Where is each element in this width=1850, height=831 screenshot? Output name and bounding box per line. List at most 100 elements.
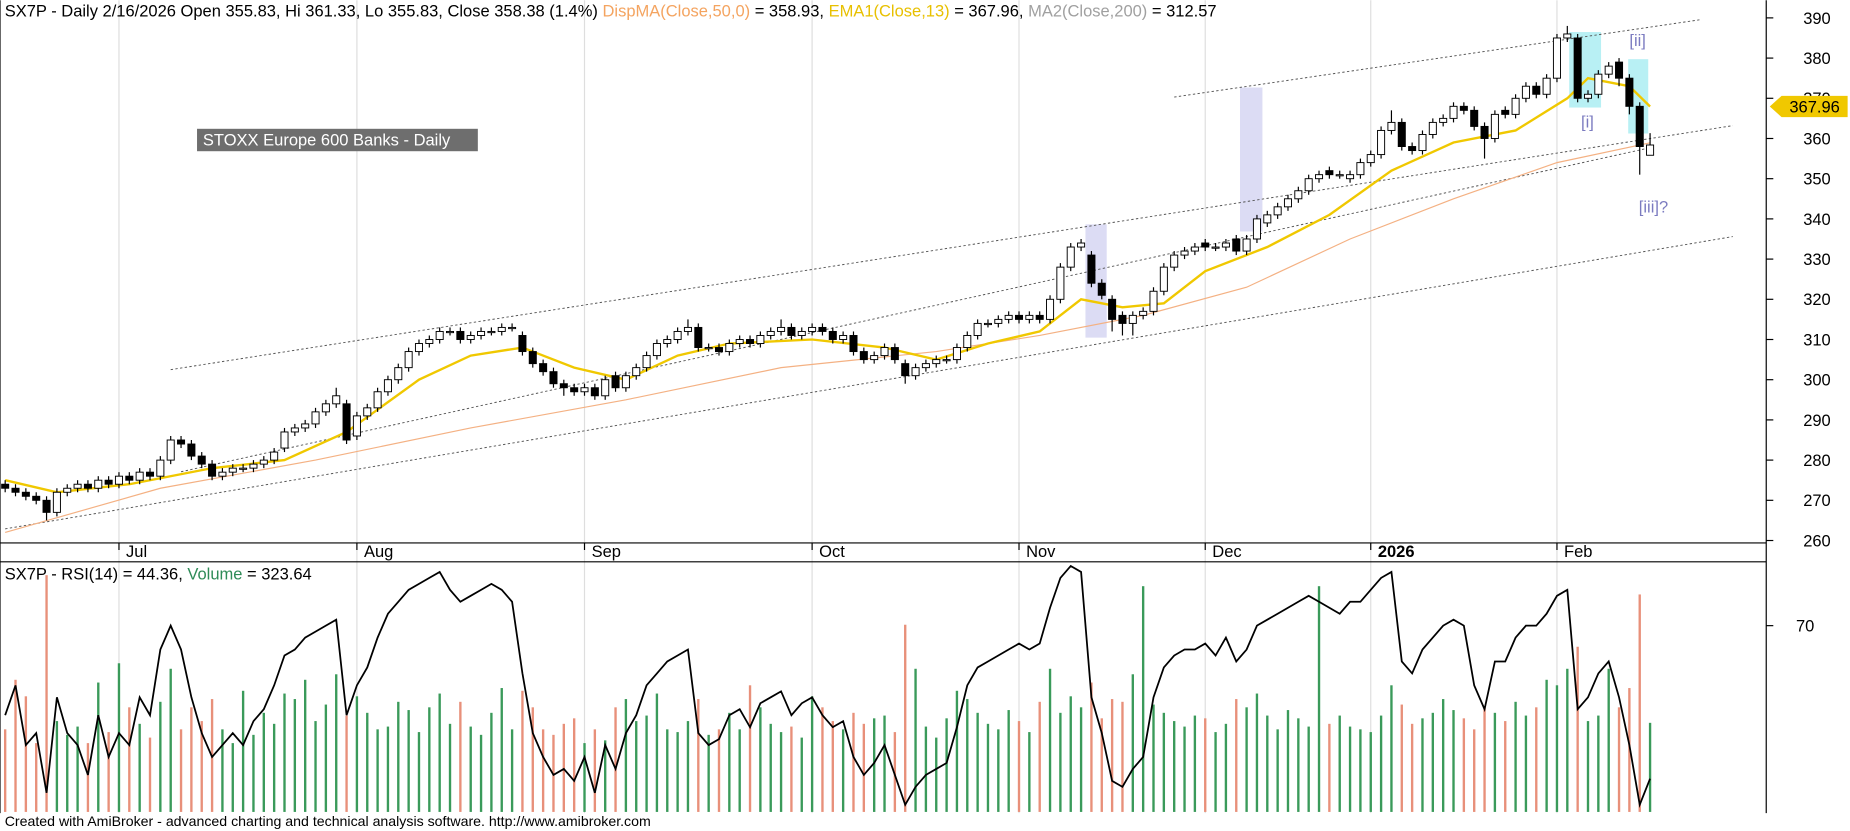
volume-bar [997, 729, 1000, 812]
volume-bar [697, 699, 700, 812]
candle-body [1128, 314, 1137, 324]
candle-body [177, 439, 186, 445]
candle-body [1542, 77, 1551, 95]
volume-bar [107, 732, 110, 812]
volume-bar [1183, 726, 1186, 812]
volume-bar [1421, 718, 1424, 812]
volume-bar [562, 723, 565, 812]
candle-body [880, 347, 889, 357]
candle-body [1418, 133, 1427, 152]
candle-body [1077, 242, 1086, 248]
volume-bar [1121, 701, 1124, 812]
volume-bar [459, 701, 462, 812]
volume-bar [728, 712, 731, 812]
wave-label: [iii]? [1639, 199, 1668, 217]
candle-body [1025, 314, 1034, 320]
candle-body [1283, 198, 1292, 208]
volume-bar [914, 668, 917, 812]
volume-bar [1545, 679, 1548, 812]
volume-bar [1307, 726, 1310, 812]
candle-body [1014, 314, 1024, 320]
volume-bar [1245, 707, 1248, 812]
volume-bar [24, 696, 28, 812]
y-tick-label: 70 [1796, 618, 1814, 636]
candle-body [104, 479, 113, 485]
candle-body [911, 367, 920, 377]
candle-body [187, 443, 196, 457]
candle-body [259, 459, 268, 465]
volume-bar [614, 707, 617, 812]
volume-bar [500, 688, 503, 812]
x-tick-label: Dec [1212, 543, 1241, 561]
volume-bar [97, 682, 100, 812]
candle-body [425, 339, 434, 344]
volume-bar [821, 707, 824, 812]
candle-body [1335, 174, 1344, 177]
candle-body [239, 467, 248, 470]
candle-body [83, 483, 92, 489]
candle-body [921, 363, 930, 369]
volume-bar [666, 729, 669, 812]
volume-bar [1131, 674, 1134, 812]
candle-body [435, 330, 444, 340]
x-tick-label: Jul [126, 543, 147, 561]
volume-bar [583, 743, 586, 812]
candle-body [1097, 282, 1106, 296]
volume-bar [893, 732, 897, 812]
volume-bar [883, 715, 886, 812]
volume-bar [35, 743, 38, 812]
trendline [5, 236, 1733, 530]
candle-body [1066, 246, 1075, 268]
volume-bar [759, 707, 762, 812]
volume-bar [231, 743, 234, 812]
candle-body [601, 379, 610, 397]
volume-bar [428, 707, 431, 812]
candle-body [1552, 37, 1561, 79]
volume-bar [169, 668, 172, 812]
candle-body [94, 479, 103, 489]
volume-bar [469, 726, 472, 812]
candle-body [508, 326, 517, 330]
x-tick-label: Feb [1564, 543, 1592, 561]
candle-body [1594, 73, 1603, 95]
volume-bar [1441, 699, 1445, 812]
volume-bar [438, 693, 441, 812]
candle-body [1035, 314, 1044, 320]
y-tick-label: 280 [1803, 452, 1831, 470]
volume-bar [1276, 729, 1279, 812]
volume-bar [366, 712, 369, 812]
candle-body [570, 387, 579, 393]
y-tick-label: 300 [1803, 372, 1831, 390]
volume-bar [262, 712, 265, 812]
candle-body [497, 326, 506, 332]
volume-bar [1090, 682, 1093, 812]
volume-bar [1348, 726, 1352, 812]
candle-body [1428, 121, 1437, 135]
candle-body [1470, 109, 1479, 127]
candle-body [1501, 109, 1510, 115]
volume-bar [1007, 710, 1010, 812]
candle-body [942, 359, 951, 362]
volume-bar [1493, 712, 1497, 812]
volume-bar [635, 721, 638, 812]
volume-bar [655, 693, 659, 812]
volume-bar [1028, 732, 1031, 812]
candle-body [632, 367, 641, 377]
candle-body [166, 439, 175, 461]
candle-body [1573, 37, 1582, 99]
volume-bar [1297, 718, 1300, 812]
y-tick-label: 350 [1803, 171, 1831, 189]
volume-bar [810, 696, 814, 812]
volume-bar [986, 723, 990, 812]
volume-bar [924, 726, 928, 812]
volume-bar [1141, 586, 1145, 812]
x-tick-label: Oct [819, 543, 845, 561]
candle-body [332, 395, 341, 405]
candle-body [1211, 246, 1220, 249]
title-part: SX7P - Daily 2/16/2026 Open 355.83, Hi 3… [5, 3, 603, 21]
candle-body [1646, 144, 1655, 156]
candle-body [932, 359, 941, 365]
volume-bar [1535, 707, 1538, 812]
title-part: = 358.93, [750, 3, 828, 21]
candle-body [218, 471, 227, 477]
